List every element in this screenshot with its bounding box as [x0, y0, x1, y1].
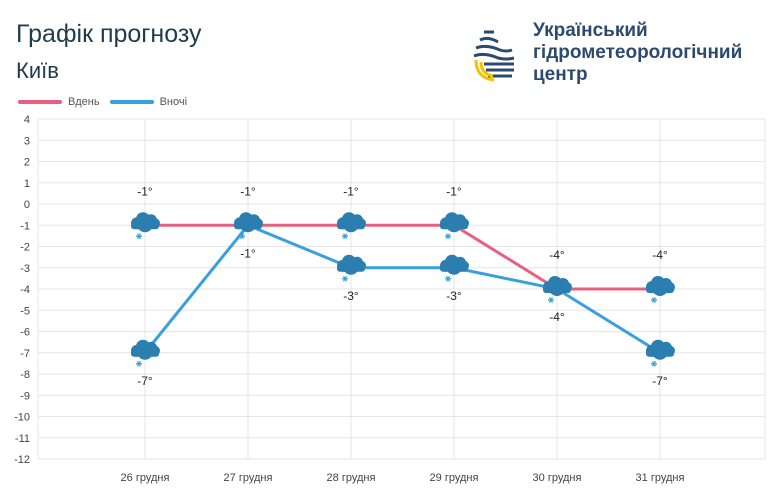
y-tick-label: 3: [24, 135, 30, 147]
cloud-base: [234, 222, 262, 230]
y-tick-label: -1: [20, 220, 30, 232]
y-tick-label: -7: [20, 348, 30, 360]
legend-label-day[interactable]: Вдень: [68, 96, 100, 108]
series-line-day: [145, 223, 660, 291]
y-tick-label: -12: [14, 454, 30, 466]
data-label-night: -7°: [652, 374, 668, 388]
org-line-1: Український: [533, 20, 648, 41]
org-line-2: гідрометеорологічний: [533, 42, 743, 63]
snow-cloud-icon: [440, 212, 469, 240]
series-line-night: [143, 223, 661, 355]
legend-label-night[interactable]: Вночі: [159, 96, 188, 108]
y-tick-label: -8: [20, 369, 30, 381]
data-label-night: -1°: [240, 246, 256, 260]
snowflake-stroke: [445, 233, 451, 240]
snowflake-stroke: [342, 233, 348, 240]
y-tick-label: 2: [24, 157, 30, 169]
y-tick-label: 0: [24, 199, 30, 211]
data-label-day: -1°: [240, 184, 256, 198]
data-label-night: -4°: [549, 310, 565, 324]
cloud-base: [131, 222, 159, 230]
snowflake-icon: [342, 233, 348, 240]
org-line-3: центр: [533, 64, 588, 85]
snowflake-stroke: [136, 233, 142, 240]
cloud-base: [131, 349, 159, 357]
x-tick-label: 28 грудня: [327, 472, 376, 484]
snow-cloud-icon: [440, 254, 469, 282]
data-label-night: -7°: [137, 374, 153, 388]
data-label-day: -1°: [137, 184, 153, 198]
cloud-base: [646, 349, 674, 357]
snow-cloud-icon: [543, 276, 572, 303]
y-tick-label: -4: [20, 284, 30, 296]
x-tick-label: 27 грудня: [224, 472, 273, 484]
y-tick-label: -9: [20, 390, 30, 402]
data-label-day: -4°: [652, 248, 668, 262]
snowflake-icon: [445, 233, 451, 240]
snowflake-icon: [136, 360, 142, 367]
legend-swatch-day[interactable]: [18, 100, 62, 104]
data-label-day: -4°: [549, 248, 565, 262]
legend-swatch-night[interactable]: [109, 100, 154, 104]
snowflake-stroke: [651, 297, 657, 303]
snowflake-icon: [651, 297, 657, 303]
city-name: Київ: [16, 58, 59, 83]
ugmc-logo-icon: [473, 30, 515, 82]
snowflake-stroke: [651, 360, 657, 367]
snowflake-icon: [651, 360, 657, 367]
snowflake-stroke: [548, 297, 554, 303]
legend: Вдень Вночі: [18, 96, 187, 108]
snow-cloud-icon: [234, 212, 263, 240]
snow-cloud-icon: [646, 276, 675, 303]
snow-cloud-icon: [337, 254, 366, 282]
cloud-base: [337, 264, 365, 272]
snow-cloud-icon: [131, 339, 160, 367]
cloud-base: [646, 286, 674, 293]
x-tick-label: 26 грудня: [121, 472, 170, 484]
data-label-day: -1°: [446, 184, 462, 198]
data-label-day: -1°: [343, 184, 359, 198]
x-tick-label: 31 грудня: [636, 472, 685, 484]
snow-cloud-icon: [131, 212, 160, 240]
data-label-night: -3°: [343, 289, 359, 303]
y-tick-label: 1: [24, 178, 30, 190]
y-tick-label: -5: [20, 305, 30, 317]
y-tick-label: -10: [14, 412, 30, 424]
snow-cloud-icon: [337, 212, 366, 240]
snowflake-stroke: [136, 360, 142, 367]
y-tick-label: -11: [15, 433, 30, 445]
y-tick-label: -6: [20, 327, 30, 339]
y-tick-label: -2: [20, 242, 30, 254]
cloud-base: [440, 264, 468, 272]
x-tick-label: 29 грудня: [430, 472, 479, 484]
y-tick-label: 4: [24, 114, 30, 126]
snowflake-stroke: [239, 233, 245, 240]
cloud-base: [337, 222, 365, 230]
snowflake-icon: [239, 233, 245, 240]
snowflake-stroke: [445, 275, 451, 282]
cloud-base: [440, 222, 468, 230]
organization-name: Український гідрометеорологічний центр: [533, 20, 742, 86]
x-tick-label: 30 грудня: [533, 472, 582, 484]
snowflake-icon: [445, 275, 451, 282]
snowflake-stroke: [342, 275, 348, 282]
y-tick-label: -3: [20, 263, 30, 275]
page-title: Графік прогнозу: [16, 20, 202, 48]
snowflake-icon: [342, 275, 348, 282]
snowflake-icon: [548, 297, 554, 303]
data-label-night: -3°: [446, 289, 462, 303]
snow-cloud-icon: [646, 339, 675, 367]
snowflake-icon: [136, 233, 142, 240]
cloud-base: [543, 286, 571, 293]
